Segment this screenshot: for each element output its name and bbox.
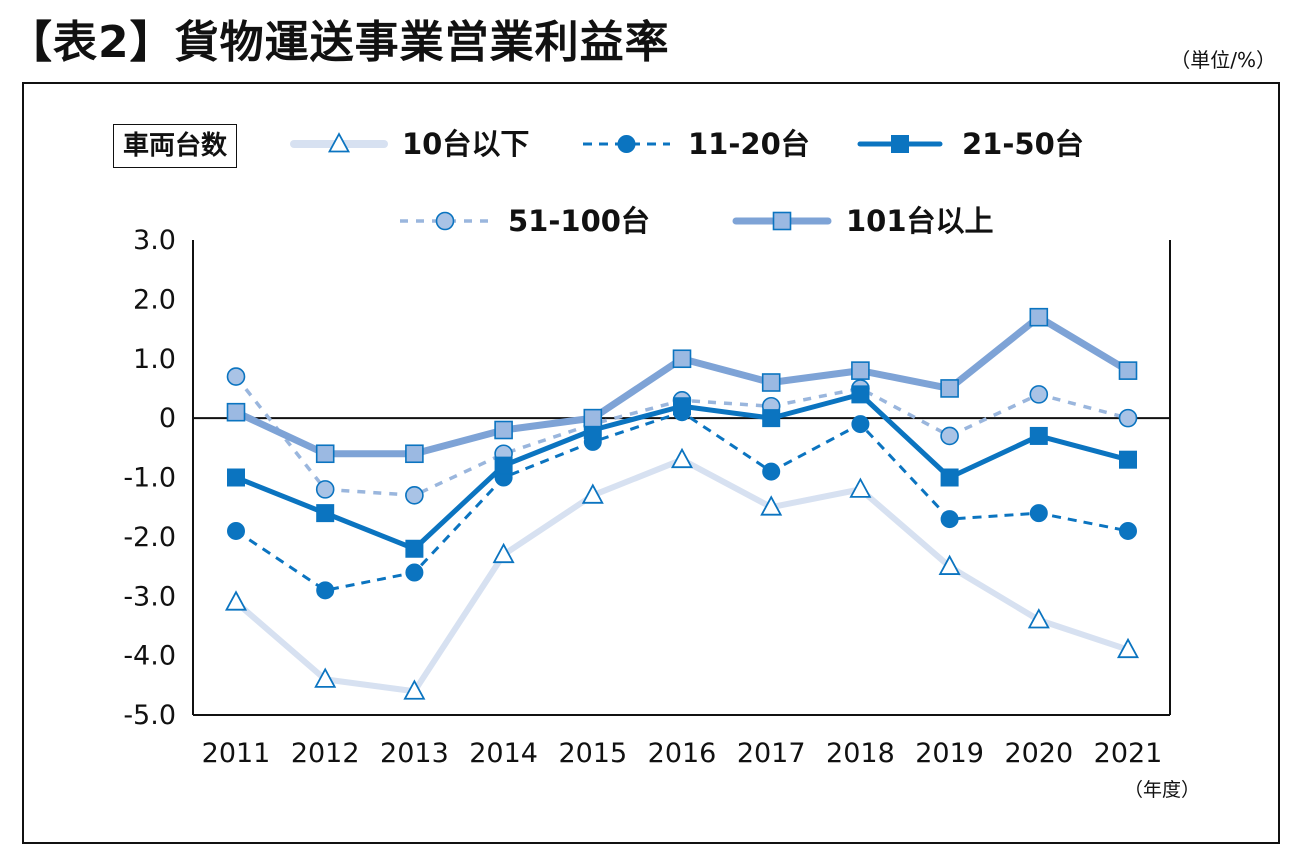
y-tick-label: -2.0 xyxy=(123,522,176,553)
x-tick-label: 2015 xyxy=(558,738,627,769)
y-tick-label: -1.0 xyxy=(123,463,176,494)
legend-label: 51-100台 xyxy=(508,204,650,238)
x-tick-label: 2019 xyxy=(915,738,984,769)
data-point xyxy=(226,367,246,386)
legend-item: 101台以上 xyxy=(732,204,994,238)
chart-frame xyxy=(22,82,1280,844)
data-point xyxy=(405,486,424,505)
data-point xyxy=(1029,426,1048,445)
legend-label: 11-20台 xyxy=(688,127,810,161)
data-point xyxy=(1029,504,1048,523)
chart-plot-area xyxy=(224,307,1140,700)
x-tick-label: 2020 xyxy=(1004,738,1073,769)
data-point xyxy=(940,379,959,398)
data-point xyxy=(314,667,337,688)
y-tick-label: -4.0 xyxy=(123,641,176,672)
data-point xyxy=(1119,521,1137,540)
x-tick-label: 2013 xyxy=(380,738,449,769)
data-point xyxy=(851,415,870,434)
data-point xyxy=(405,444,424,464)
data-point xyxy=(670,447,694,469)
data-point xyxy=(494,420,513,440)
data-point xyxy=(403,679,426,700)
x-tick-label: 2014 xyxy=(469,738,538,769)
data-point xyxy=(1029,385,1049,404)
data-point xyxy=(849,477,872,498)
data-point xyxy=(315,480,335,499)
data-point xyxy=(938,554,961,575)
x-tick-label: 2012 xyxy=(291,738,360,769)
x-tick-label: 2011 xyxy=(202,738,271,769)
data-point xyxy=(1029,307,1049,327)
data-point xyxy=(672,349,692,369)
data-point xyxy=(227,521,245,540)
series-line xyxy=(235,410,1129,592)
x-tick-label: 2017 xyxy=(737,738,806,769)
page-title: 【表2】貨物運送事業営業利益率 xyxy=(8,17,670,68)
data-point xyxy=(760,495,783,516)
data-point xyxy=(1027,608,1050,629)
x-tick-label: 2021 xyxy=(1094,738,1163,769)
data-point xyxy=(762,462,781,481)
data-point xyxy=(583,408,603,428)
data-point xyxy=(762,409,781,428)
legend-item: 51-100台 xyxy=(400,204,650,238)
series-line xyxy=(232,313,1132,458)
y-tick-label: 2.0 xyxy=(133,284,176,315)
chart-tick-labels: 3.0 2.0 1.0 0 -1.0 -2.0 -3.0 -4.0 -5.0 2011 2012 20… xyxy=(123,225,1200,801)
y-tick-label: -3.0 xyxy=(123,581,176,612)
data-point xyxy=(761,373,781,392)
series-5 xyxy=(226,307,1138,464)
x-axis-label: （年度） xyxy=(1124,779,1200,801)
legend-swatch-marker xyxy=(891,135,909,153)
chart-legend: 10台以下 11-20台 21-50台 51-100台 101台以上 xyxy=(290,127,1084,238)
y-tick-label: 1.0 xyxy=(133,344,176,375)
x-tick-label: 2018 xyxy=(826,738,895,769)
data-point xyxy=(227,468,245,487)
legend-swatch-marker xyxy=(435,211,455,231)
legend-swatch-marker xyxy=(327,132,351,153)
y-tick-label: 0 xyxy=(159,403,176,434)
legend-swatch-marker xyxy=(617,135,636,153)
x-tick-label: 2016 xyxy=(648,738,717,769)
legend-swatch-marker xyxy=(772,211,792,231)
series-1 xyxy=(224,447,1140,700)
legend-item: 11-20台 xyxy=(583,127,810,161)
series-4 xyxy=(226,367,1138,505)
data-point xyxy=(1118,408,1138,428)
data-point xyxy=(1119,450,1137,469)
chart-axes xyxy=(192,240,1171,716)
data-point xyxy=(940,426,959,446)
data-point xyxy=(940,468,959,487)
series-line xyxy=(233,456,1131,695)
data-point xyxy=(226,402,246,422)
data-point xyxy=(405,539,424,558)
data-point xyxy=(405,563,424,582)
y-tick-label: 3.0 xyxy=(133,225,176,256)
data-point xyxy=(494,456,513,475)
data-point xyxy=(1118,361,1138,380)
legend-label: 10台以下 xyxy=(402,127,529,161)
data-point xyxy=(581,483,604,504)
data-point xyxy=(851,385,870,404)
data-point xyxy=(315,444,335,464)
legend-title: 車両台数 xyxy=(113,124,238,168)
series-3 xyxy=(227,385,1137,558)
data-point xyxy=(940,510,959,529)
data-point xyxy=(851,361,870,380)
data-point xyxy=(673,397,691,416)
legend-item: 21-50台 xyxy=(857,127,1084,161)
series-2 xyxy=(227,403,1137,600)
data-point xyxy=(316,504,335,523)
data-point xyxy=(224,590,248,611)
legend-label: 101台以上 xyxy=(846,204,994,238)
data-point xyxy=(1116,637,1140,659)
data-point xyxy=(492,542,515,564)
legend-label: 21-50台 xyxy=(962,127,1084,161)
legend-item: 10台以下 xyxy=(290,127,529,161)
unit-label: （単位/%） xyxy=(1170,48,1276,72)
data-point xyxy=(316,581,335,600)
y-tick-label: -5.0 xyxy=(123,700,176,731)
